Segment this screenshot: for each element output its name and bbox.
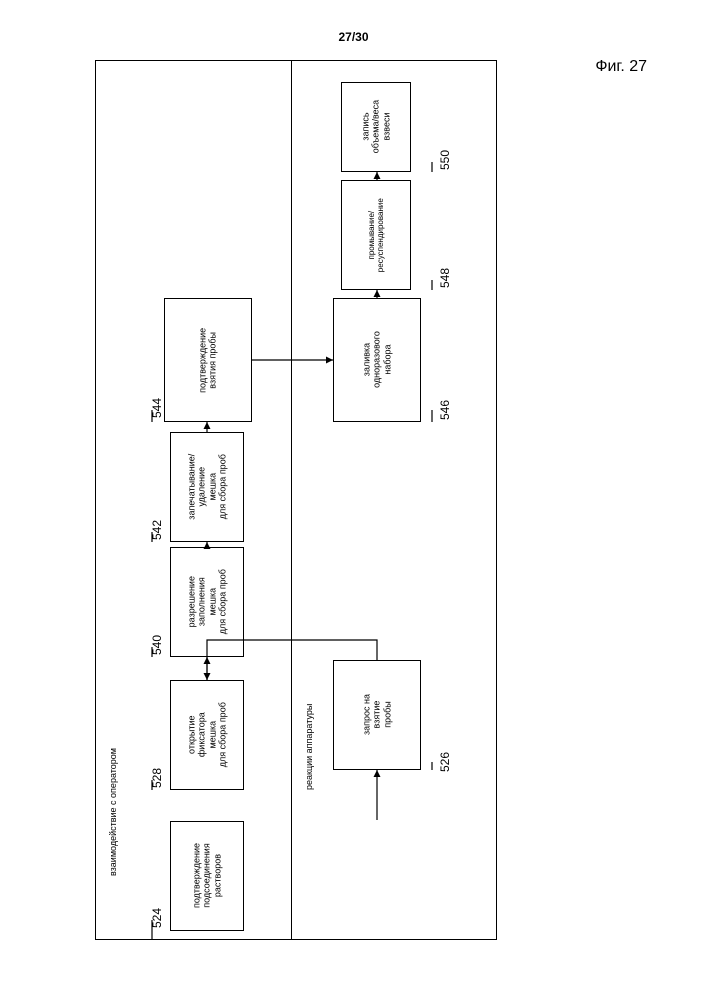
lane-label-operator: взаимодействие с оператором xyxy=(108,748,118,876)
lane-label-operator-text: взаимодействие с оператором xyxy=(108,748,118,876)
lane-label-apparatus-text: реакции аппаратуры xyxy=(304,704,314,790)
ref-524: 524 xyxy=(150,908,164,928)
diagram-frame xyxy=(95,60,497,940)
node-526-request-sample: запрос на взятие пробы xyxy=(333,660,421,770)
node-528-open-bag-clamp: открытие фиксатора мешка для сбора проб xyxy=(170,680,244,790)
node-550-record-vol-weight: запись объема/веса взвеси xyxy=(341,82,411,172)
page-number-text: 27/30 xyxy=(338,30,368,44)
ref-542: 542 xyxy=(150,520,164,540)
node-546-prime-disposable: заливка одноразового набора xyxy=(333,298,421,422)
node-548-wash-resuspend: промывание/ ресуспендирование xyxy=(341,180,411,290)
figure-label-text: Фиг. 27 xyxy=(595,58,647,75)
page-number: 27/30 xyxy=(0,30,707,44)
node-542-seal-remove-bag: запечатывание/ удаление мешка для сбора … xyxy=(170,432,244,542)
node-540-allow-bag-fill: разрешение заполнения мешка для сбора пр… xyxy=(170,547,244,657)
ref-550: 550 xyxy=(438,150,452,170)
node-544-confirm-sample: подтверждение взятия пробы xyxy=(164,298,252,422)
lane-label-apparatus: реакции аппаратуры xyxy=(304,704,314,790)
figure-label: Фиг. 27 xyxy=(595,58,647,76)
ref-540: 540 xyxy=(150,635,164,655)
ref-528: 528 xyxy=(150,768,164,788)
ref-526: 526 xyxy=(438,752,452,772)
ref-548: 548 xyxy=(438,268,452,288)
lane-divider xyxy=(291,60,292,940)
ref-544: 544 xyxy=(150,398,164,418)
node-524-confirm-solutions: подтверждение подсоединения растворов xyxy=(170,821,244,931)
ref-546: 546 xyxy=(438,400,452,420)
